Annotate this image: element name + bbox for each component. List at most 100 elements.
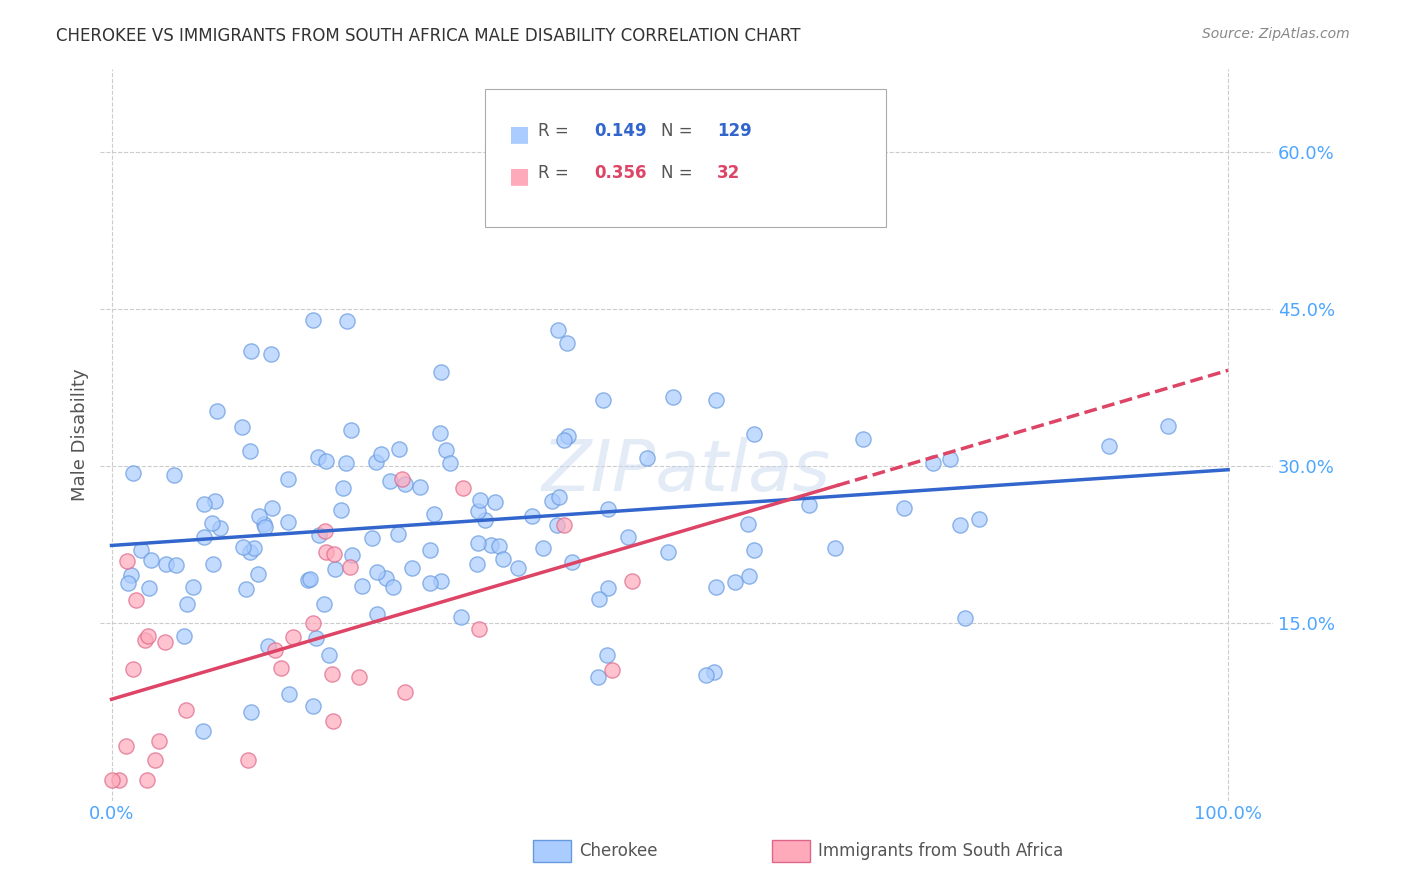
Point <box>270 660 292 674</box>
Point <box>122 466 145 480</box>
Point <box>366 607 388 621</box>
Point <box>302 699 325 714</box>
Point <box>101 772 124 787</box>
Point <box>262 501 284 516</box>
Point <box>364 455 387 469</box>
Point <box>322 714 344 729</box>
Point <box>340 548 363 562</box>
Point <box>339 560 361 574</box>
Point <box>117 575 139 590</box>
Text: Cherokee: Cherokee <box>579 842 658 860</box>
Point <box>824 541 846 555</box>
Point <box>204 494 226 508</box>
Point <box>193 530 215 544</box>
Point <box>592 392 614 407</box>
Point <box>967 512 990 526</box>
Point <box>922 456 945 470</box>
Point <box>141 553 163 567</box>
Point <box>278 687 301 701</box>
Point <box>401 561 423 575</box>
Point <box>318 648 340 663</box>
Point <box>662 390 685 404</box>
Point <box>301 616 323 631</box>
Point <box>135 772 157 787</box>
Text: ■: ■ <box>509 124 530 144</box>
Point <box>239 705 262 719</box>
Point <box>600 663 623 677</box>
Point <box>299 573 322 587</box>
Point <box>281 630 304 644</box>
Text: Immigrants from South Africa: Immigrants from South Africa <box>818 842 1063 860</box>
Text: R =: R = <box>538 164 575 182</box>
Point <box>314 524 336 539</box>
Point <box>347 670 370 684</box>
Point <box>231 420 253 434</box>
Point <box>256 639 278 653</box>
Point <box>388 442 411 456</box>
Point <box>724 574 747 589</box>
Point <box>488 539 510 553</box>
Point <box>238 753 260 767</box>
Point <box>336 314 359 328</box>
Point <box>470 492 492 507</box>
Point <box>467 504 489 518</box>
Text: R =: R = <box>538 122 575 140</box>
Point <box>173 629 195 643</box>
Point <box>239 545 262 559</box>
Point <box>201 516 224 531</box>
Text: Source: ZipAtlas.com: Source: ZipAtlas.com <box>1202 27 1350 41</box>
Point <box>467 558 489 572</box>
Point <box>361 531 384 545</box>
Point <box>695 668 717 682</box>
Point <box>107 772 129 787</box>
Point <box>239 444 262 458</box>
Point <box>148 734 170 748</box>
Point <box>253 520 276 534</box>
Point <box>450 609 472 624</box>
Text: 129: 129 <box>717 122 752 140</box>
Point <box>115 554 138 568</box>
Point <box>136 629 159 643</box>
Point <box>586 670 609 684</box>
Point <box>247 567 270 582</box>
Point <box>253 516 276 531</box>
Point <box>429 574 451 588</box>
Point <box>155 557 177 571</box>
Point <box>208 521 231 535</box>
Point <box>557 429 579 443</box>
Point <box>138 582 160 596</box>
Point <box>391 472 413 486</box>
Point <box>953 610 976 624</box>
Point <box>852 432 875 446</box>
Point <box>738 569 761 583</box>
Point <box>434 443 457 458</box>
Text: 0.356: 0.356 <box>595 164 647 182</box>
Point <box>453 481 475 495</box>
Point <box>742 427 765 442</box>
Point <box>419 543 441 558</box>
Point <box>301 312 323 326</box>
Point <box>314 597 336 611</box>
Point <box>378 474 401 488</box>
Point <box>484 495 506 509</box>
Point <box>938 452 960 467</box>
Point <box>1157 419 1180 434</box>
Text: ■: ■ <box>509 166 530 186</box>
Point <box>315 453 337 467</box>
Point <box>335 456 357 470</box>
Point <box>205 404 228 418</box>
Point <box>264 643 287 657</box>
Point <box>548 490 571 504</box>
Point <box>374 570 396 584</box>
Point <box>949 518 972 533</box>
Point <box>429 426 451 441</box>
Point <box>657 545 679 559</box>
Point <box>547 323 569 337</box>
Point <box>323 562 346 576</box>
Point <box>297 573 319 587</box>
Point <box>1098 439 1121 453</box>
Point <box>193 724 215 739</box>
Point <box>277 515 299 529</box>
Point <box>330 503 353 517</box>
Point <box>492 552 515 566</box>
